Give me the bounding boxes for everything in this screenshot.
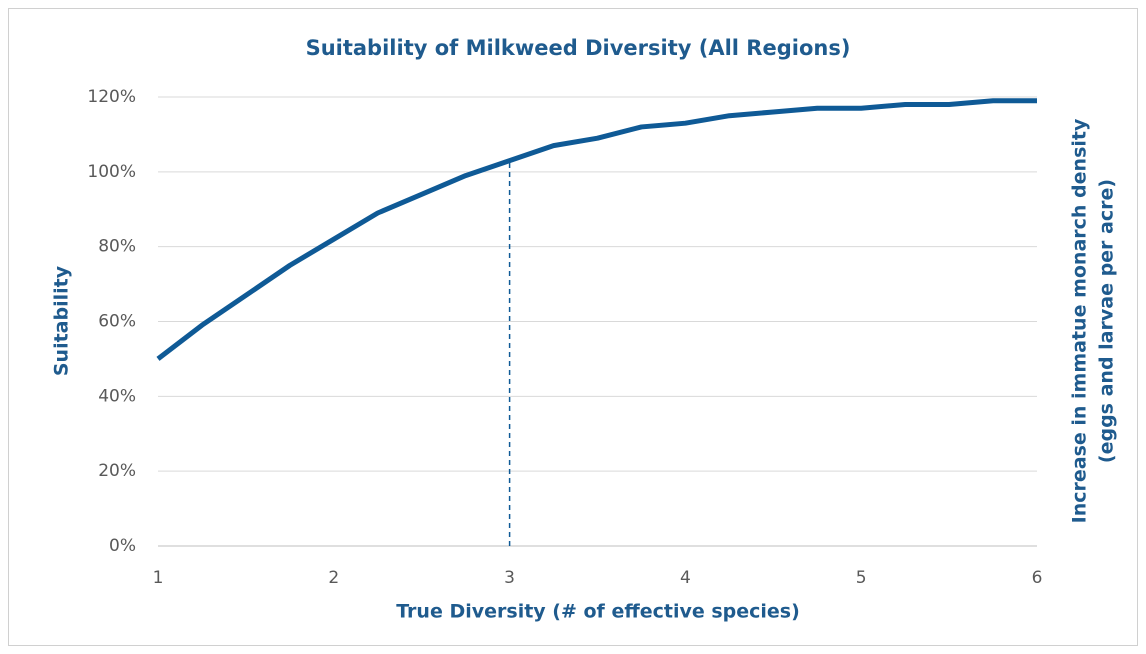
y2-axis-label: Increase in immatue monarch density [1069, 118, 1091, 523]
chart-title: Suitability of Milkweed Diversity (All R… [306, 36, 851, 60]
y-tick-label: 40% [98, 386, 136, 406]
x-tick-label: 2 [328, 568, 339, 588]
y-tick-label: 80% [98, 237, 136, 257]
y-tick-label: 120% [87, 87, 136, 107]
x-tick-label: 6 [1032, 568, 1043, 588]
y-tick-label: 20% [98, 461, 136, 481]
data-line [156, 98, 1037, 361]
y-tick-label: 0% [109, 536, 136, 556]
x-axis-label: True Diversity (# of effective species) [396, 601, 800, 623]
y-axis-label: Suitability [51, 265, 73, 376]
y2-axis-label: (eggs and larvae per acre) [1096, 179, 1118, 463]
x-tick-label: 3 [504, 568, 515, 588]
x-tick-label: 5 [856, 568, 867, 588]
x-tick-label: 4 [680, 568, 691, 588]
y-tick-label: 60% [98, 312, 136, 332]
y-tick-label: 100% [87, 162, 136, 182]
x-tick-label: 1 [153, 568, 164, 588]
